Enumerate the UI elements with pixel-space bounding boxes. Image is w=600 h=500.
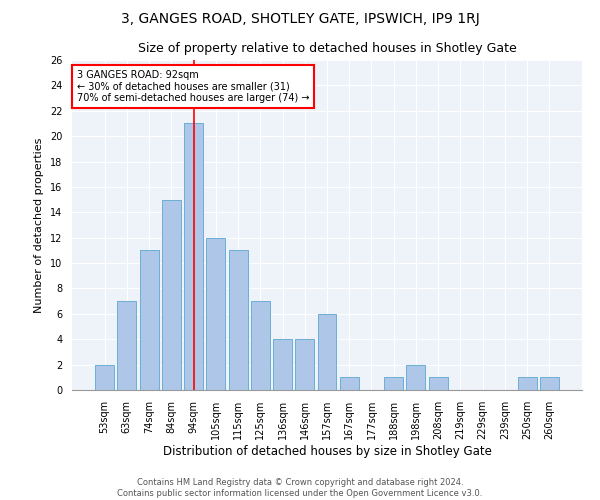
Bar [118,301,136,390]
Bar [184,124,203,390]
Bar [518,378,536,390]
Bar [95,364,114,390]
Bar [140,250,158,390]
Text: 3, GANGES ROAD, SHOTLEY GATE, IPSWICH, IP9 1RJ: 3, GANGES ROAD, SHOTLEY GATE, IPSWICH, I… [121,12,479,26]
Bar [251,301,270,390]
Y-axis label: Number of detached properties: Number of detached properties [34,138,44,312]
Bar [384,378,403,390]
Bar [317,314,337,390]
Bar [340,378,359,390]
Title: Size of property relative to detached houses in Shotley Gate: Size of property relative to detached ho… [137,42,517,54]
X-axis label: Distribution of detached houses by size in Shotley Gate: Distribution of detached houses by size … [163,444,491,458]
Bar [406,364,425,390]
Bar [540,378,559,390]
Text: 3 GANGES ROAD: 92sqm
← 30% of detached houses are smaller (31)
70% of semi-detac: 3 GANGES ROAD: 92sqm ← 30% of detached h… [77,70,310,103]
Bar [206,238,225,390]
Bar [229,250,248,390]
Text: Contains HM Land Registry data © Crown copyright and database right 2024.
Contai: Contains HM Land Registry data © Crown c… [118,478,482,498]
Bar [162,200,181,390]
Bar [273,339,292,390]
Bar [429,378,448,390]
Bar [295,339,314,390]
